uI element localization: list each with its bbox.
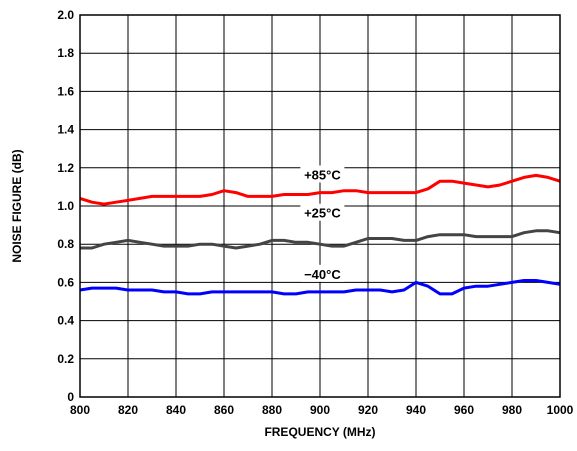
x-tick-label: 880	[262, 403, 282, 417]
y-tick-label: 1.2	[57, 161, 74, 175]
series-labels: +85°C +25°C −40°C	[300, 165, 345, 282]
x-tick-labels: 800 820 840 860 880 900 920 940 960 980 1000	[70, 403, 574, 417]
series-label-background	[300, 165, 345, 183]
x-tick-label: 900	[310, 403, 330, 417]
x-tick-label: 980	[502, 403, 522, 417]
y-tick-label: 1.4	[57, 123, 74, 137]
y-tick-label: 0.2	[57, 352, 74, 366]
y-tick-label: 1.0	[57, 199, 74, 213]
series-label-room: +25°C	[304, 206, 341, 221]
plot-frame	[79, 14, 561, 398]
x-tick-label: 940	[406, 403, 426, 417]
y-tick-label: 0.4	[57, 314, 74, 328]
series-label-background	[301, 264, 344, 282]
series-label-hot: +85°C	[304, 167, 341, 182]
x-tick-label: 960	[454, 403, 474, 417]
series-line-1	[80, 229, 561, 250]
y-tick-label: 1.8	[57, 46, 74, 60]
y-tick-labels: 0 0.2 0.4 0.6 0.8 1.0 1.2 1.4 1.6 1.8 2.0	[57, 8, 74, 404]
series-label-cold: −40°C	[304, 267, 341, 282]
series-line-0	[79, 173, 561, 206]
series-line-2	[79, 279, 561, 296]
y-tick-label: 1.6	[57, 84, 74, 98]
y-tick-label: 0.8	[57, 237, 74, 251]
x-axis-title: FREQUENCY (MHz)	[264, 425, 375, 439]
x-tick-label: 1000	[547, 403, 574, 417]
y-tick-label: 0	[67, 390, 74, 404]
y-axis-title: NOISE FIGURE (dB)	[10, 149, 24, 262]
x-tick-label: 860	[214, 403, 234, 417]
series-lines	[79, 173, 561, 296]
x-tick-label: 800	[70, 403, 90, 417]
x-tick-label: 820	[118, 403, 138, 417]
x-tick-label: 920	[358, 403, 378, 417]
series-label-background	[300, 203, 345, 221]
y-tick-label: 0.6	[57, 275, 74, 289]
y-tick-label: 2.0	[57, 8, 74, 22]
x-tick-label: 840	[166, 403, 186, 417]
